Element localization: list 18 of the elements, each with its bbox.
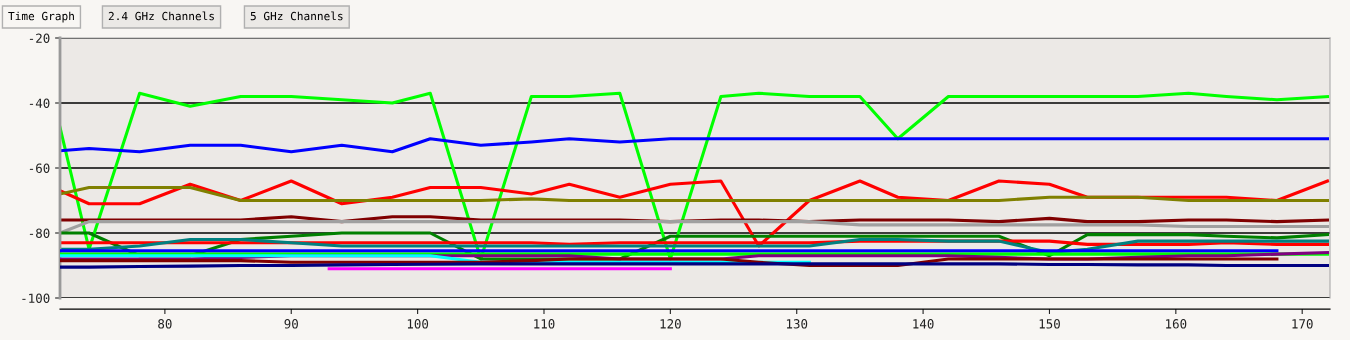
x-tick-label: 150 (1039, 319, 1060, 329)
x-tick-label: 120 (660, 319, 681, 329)
y-tick-label: -60 (29, 163, 50, 173)
x-tick-label: 160 (1166, 319, 1187, 329)
x-tick-label: 90 (284, 319, 298, 329)
text: Time Graph (8, 11, 74, 23)
x-tick-label: 80 (158, 319, 172, 329)
y-tick-label: -100 (22, 293, 50, 303)
text: 2.4 GHz Channels (108, 11, 214, 21)
text: 5 GHz Channels (250, 11, 343, 21)
y-tick-label: -40 (29, 98, 50, 108)
x-tick-label: 100 (407, 319, 429, 329)
x-tick-label: 110 (534, 319, 555, 329)
x-tick-label: 140 (913, 319, 934, 329)
x-tick-label: 170 (1292, 319, 1313, 329)
x-tick-label: 130 (786, 319, 808, 329)
y-tick-label: -20 (29, 33, 50, 43)
y-tick-label: -80 (29, 228, 50, 238)
